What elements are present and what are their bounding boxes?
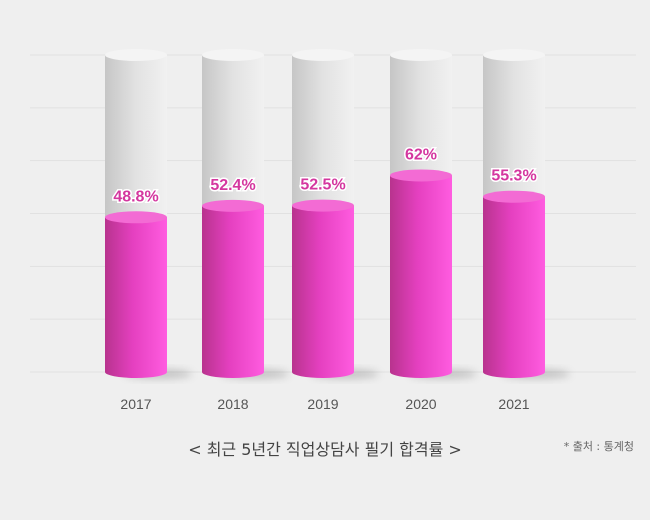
x-tick-label: 2021 [498, 396, 529, 412]
bar-top [202, 199, 264, 212]
value-label: 52.4% [210, 177, 255, 194]
bar-base [292, 366, 354, 378]
bar-2018 [202, 205, 264, 372]
source-note: * 출처 : 통계청 [563, 440, 634, 453]
value-label: 62% [405, 146, 437, 163]
bar-base [105, 366, 167, 378]
bar-track-top [202, 49, 264, 61]
x-tick-label: 2019 [307, 396, 338, 412]
bar-base [202, 366, 264, 378]
x-tick-label: 2017 [120, 396, 151, 412]
bar-top [105, 211, 167, 224]
bar-2017 [105, 217, 167, 372]
bar-2020 [390, 175, 452, 372]
x-tick-label: 2020 [405, 396, 436, 412]
bars-layer: 48.8% 2017 52.4% 2018 52.5% 2019 62% 2020 55.3% 2… [105, 49, 570, 412]
bar-top [483, 190, 545, 203]
bar-2019 [292, 205, 354, 372]
value-label: 48.8% [113, 188, 158, 205]
bar-base [483, 366, 545, 378]
bar-top [292, 199, 354, 212]
chart-caption: < 최근 5년간 직업상담사 필기 합격률 > [188, 440, 462, 459]
value-label: 52.5% [300, 177, 345, 194]
bar-2021 [483, 196, 545, 372]
bar-base [390, 366, 452, 378]
bar-track-top [292, 49, 354, 61]
bar-track-top [483, 49, 545, 61]
x-tick-label: 2018 [217, 396, 248, 412]
bar-track-top [105, 49, 167, 61]
value-label: 55.3% [491, 168, 536, 185]
bar-top [390, 169, 452, 182]
bar-track-top [390, 49, 452, 61]
bar-chart: 48.8% 2017 52.4% 2018 52.5% 2019 62% 2020 55.3% 2… [30, 49, 636, 412]
